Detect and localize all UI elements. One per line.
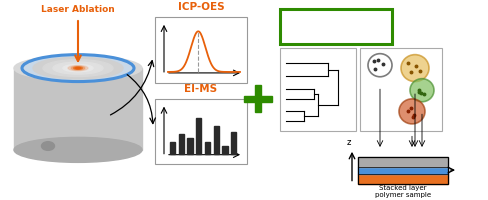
Bar [280,9,391,44]
Bar [222,146,227,154]
Ellipse shape [71,66,85,70]
Text: Intensity: Intensity [157,119,162,144]
Ellipse shape [71,66,85,70]
Bar [213,126,218,154]
Circle shape [409,79,433,102]
Ellipse shape [43,60,113,77]
Bar [280,48,355,131]
Bar [178,134,183,154]
Ellipse shape [41,142,54,150]
Text: z: z [346,138,350,147]
Text: Chemometrics: Chemometrics [282,20,389,33]
Text: m/z: m/z [203,156,214,161]
Ellipse shape [33,57,123,79]
Ellipse shape [63,64,93,72]
Bar [155,17,246,83]
Bar [357,157,447,184]
Ellipse shape [14,56,142,81]
Circle shape [400,55,428,82]
Text: Laser Ablation: Laser Ablation [41,5,115,14]
Text: EI-MS: EI-MS [184,84,217,94]
Bar [14,68,142,150]
Bar [196,118,201,154]
Ellipse shape [23,55,133,81]
Bar [357,157,447,167]
Ellipse shape [14,137,142,162]
Circle shape [398,99,424,124]
Bar [204,142,209,154]
Bar [359,48,441,131]
Bar [155,99,246,164]
Bar [244,96,271,102]
Bar [255,85,260,112]
Bar [230,132,236,154]
Ellipse shape [53,62,103,74]
Bar [357,167,447,174]
Ellipse shape [75,67,81,69]
Bar [357,174,447,184]
Text: Wavelength: Wavelength [190,75,227,80]
Text: ICP-OES: ICP-OES [177,2,224,12]
Bar [169,142,175,154]
Bar [187,138,192,154]
Ellipse shape [73,67,82,69]
Ellipse shape [68,65,88,71]
Text: Intensity: Intensity [157,37,162,63]
Text: Stacked layer
polymer sample: Stacked layer polymer sample [374,185,430,198]
